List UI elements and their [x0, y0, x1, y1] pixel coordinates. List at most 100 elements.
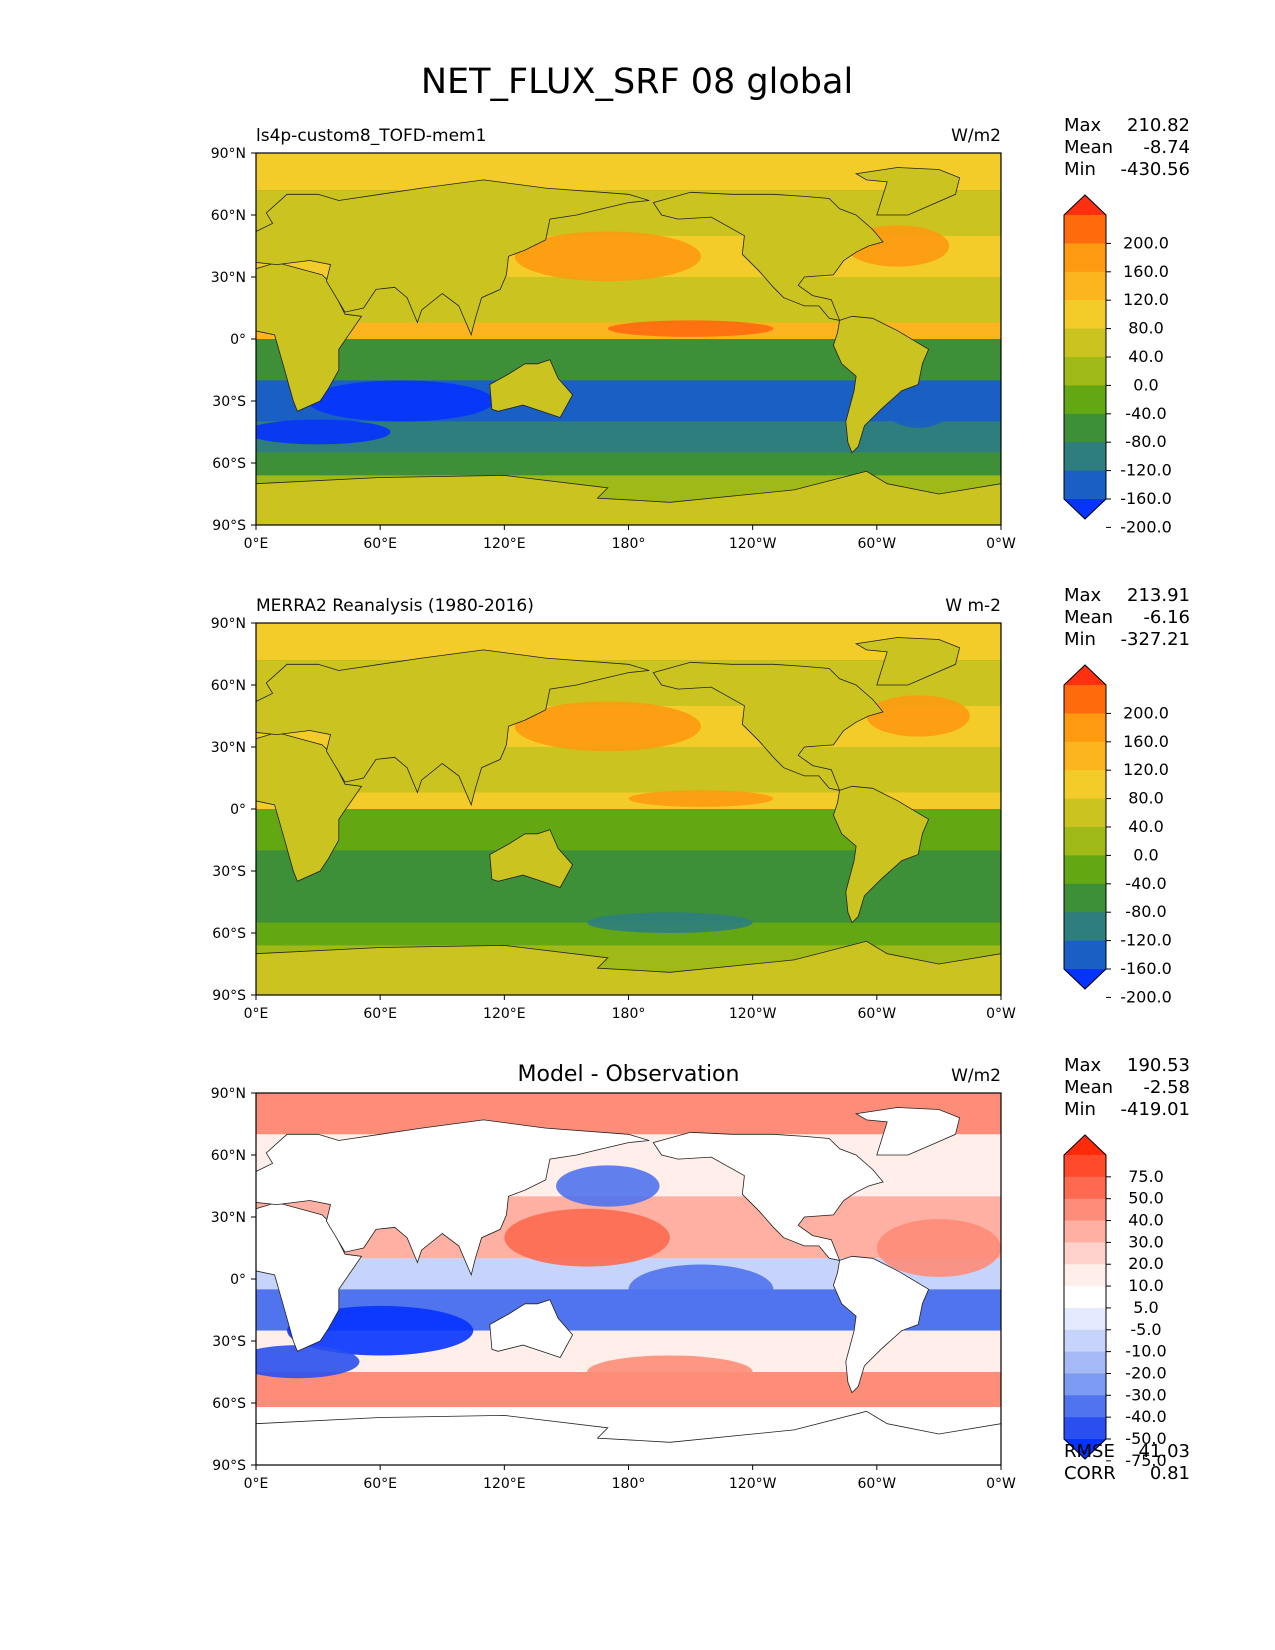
colorbar-label: 30.0 — [1128, 1232, 1164, 1251]
colorbar-extend-max — [1064, 195, 1106, 215]
coastline — [854, 1107, 961, 1156]
colorbar-segment — [1064, 1176, 1106, 1200]
colorbar-segment — [1064, 243, 1106, 273]
lat-tick-label: 90°N — [211, 616, 246, 632]
panel-units: W/m2 — [951, 1066, 1001, 1086]
colorbar-label: 40.0 — [1128, 1211, 1164, 1230]
stat-label: Max — [1064, 115, 1102, 136]
stat-value: -2.58 — [1143, 1077, 1190, 1098]
lon-tick-label: 120°E — [483, 536, 526, 552]
lat-tick-label: 90°N — [211, 1086, 246, 1102]
colorbar-segment — [1064, 883, 1106, 913]
lat-tick-label: 0° — [230, 1272, 246, 1288]
panel-model: 90°N 60°N 30°N 0° 30°S 60°S 90°S 0°E 60°E 120°E 18… — [211, 115, 1190, 552]
field-band — [256, 792, 1001, 809]
colorbar-label: -200.0 — [1120, 987, 1172, 1006]
colorbar-label: 0.0 — [1133, 845, 1158, 864]
stat-value: -8.74 — [1143, 137, 1190, 158]
colorbar-segment — [1064, 855, 1106, 885]
lat-tick-label: 0° — [230, 332, 246, 348]
colorbar-segment — [1064, 300, 1106, 330]
colorbar-segment — [1064, 1373, 1106, 1396]
lon-tick-label: 120°W — [729, 1006, 777, 1022]
stat-label: Max — [1064, 1055, 1102, 1076]
colorbar-segment — [1064, 385, 1106, 415]
lat-tick-label: 90°S — [212, 988, 246, 1004]
stat-value: 210.82 — [1127, 115, 1190, 136]
colorbar-label: -40.0 — [1125, 1407, 1166, 1426]
field-feature — [256, 1345, 360, 1379]
colorbar: 200.0 160.0 120.0 80.0 40.0 0.0 -40.0 -80.0 -120… — [1063, 664, 1172, 1006]
lat-tick-label: 60°S — [212, 926, 246, 942]
colorbar-segment — [1064, 1329, 1106, 1353]
colorbar-label: -80.0 — [1125, 902, 1166, 921]
stat-label: Max — [1064, 585, 1102, 606]
colorbar-extend-max — [1064, 1135, 1106, 1155]
field-feature — [504, 1208, 670, 1267]
field-feature — [556, 1165, 660, 1207]
colorbar: 75.0 50.0 40.0 30.0 20.0 10.0 5.0 -5.0 -10.0 -20.… — [1063, 1134, 1167, 1470]
panel-obs: 90°N 60°N 30°N 0° 30°S 60°S 90°S 0°E 60°E 120°E 18… — [211, 585, 1190, 1022]
lon-tick-label: 120°E — [483, 1476, 526, 1492]
colorbar-segment — [1064, 1198, 1106, 1222]
coastline — [256, 1202, 363, 1352]
lat-tick-label: 60°N — [211, 1148, 246, 1164]
colorbar-label: -5.0 — [1130, 1320, 1161, 1339]
map-field — [256, 623, 1001, 995]
stat-value: 190.53 — [1127, 1055, 1190, 1076]
field-feature — [876, 1219, 1001, 1277]
colorbar-label: 200.0 — [1123, 233, 1169, 252]
stat-label: Mean — [1064, 137, 1113, 158]
lat-tick-label: 30°N — [211, 1210, 246, 1226]
panel-subtitle: MERRA2 Reanalysis (1980-2016) — [256, 596, 534, 616]
stat-label: Min — [1064, 1099, 1096, 1120]
colorbar-label: 40.0 — [1128, 817, 1164, 836]
colorbar-label: -10.0 — [1125, 1342, 1166, 1361]
lon-tick-label: 0°W — [986, 1476, 1016, 1492]
colorbar-label: -80.0 — [1125, 432, 1166, 451]
colorbar-label: 50.0 — [1128, 1189, 1164, 1208]
colorbar-segment — [1064, 271, 1106, 301]
field-feature — [587, 1355, 753, 1389]
field-band — [256, 452, 1001, 476]
colorbar-label: -160.0 — [1120, 959, 1172, 978]
field-feature — [256, 419, 391, 445]
field-band — [256, 922, 1001, 946]
lon-tick-label: 0°E — [244, 1476, 269, 1492]
lat-tick-label: 60°S — [212, 456, 246, 472]
colorbar-label: -40.0 — [1125, 874, 1166, 893]
colorbar-segment — [1064, 1417, 1106, 1440]
lat-tick-label: 60°N — [211, 208, 246, 224]
coastline — [652, 1131, 884, 1261]
panel-units: W m-2 — [945, 596, 1001, 616]
lat-tick-label: 30°S — [212, 864, 246, 880]
lon-tick-label: 0°W — [986, 536, 1016, 552]
colorbar-label: -160.0 — [1120, 489, 1172, 508]
colorbar-segment — [1064, 741, 1106, 771]
colorbar-segment — [1064, 328, 1106, 358]
colorbar-segment — [1064, 1395, 1106, 1418]
colorbar-label: -75.0 — [1125, 1451, 1166, 1470]
colorbar-label: 160.0 — [1123, 262, 1169, 281]
colorbar-label: -120.0 — [1120, 461, 1172, 480]
colorbar-segment — [1064, 1220, 1106, 1243]
lon-tick-label: 180° — [612, 1476, 646, 1492]
lon-tick-label: 60°E — [363, 536, 397, 552]
colorbar-label: -120.0 — [1120, 931, 1172, 950]
lat-tick-label: 60°S — [212, 1396, 246, 1412]
colorbar-segment — [1064, 442, 1106, 472]
colorbar-segment — [1064, 1286, 1106, 1309]
colorbar-label: -40.0 — [1125, 404, 1166, 423]
field-feature — [866, 695, 970, 737]
colorbar-segment — [1064, 827, 1106, 856]
lon-tick-label: 60°E — [363, 1476, 397, 1492]
colorbar-segment — [1064, 713, 1106, 743]
map-field — [256, 153, 1001, 525]
colorbar-label: -30.0 — [1125, 1385, 1166, 1404]
stat-value: -6.16 — [1143, 607, 1190, 628]
lat-tick-label: 30°S — [212, 394, 246, 410]
panel-units: W/m2 — [951, 126, 1001, 146]
lat-tick-label: 30°S — [212, 1334, 246, 1350]
colorbar-segment — [1064, 215, 1106, 244]
